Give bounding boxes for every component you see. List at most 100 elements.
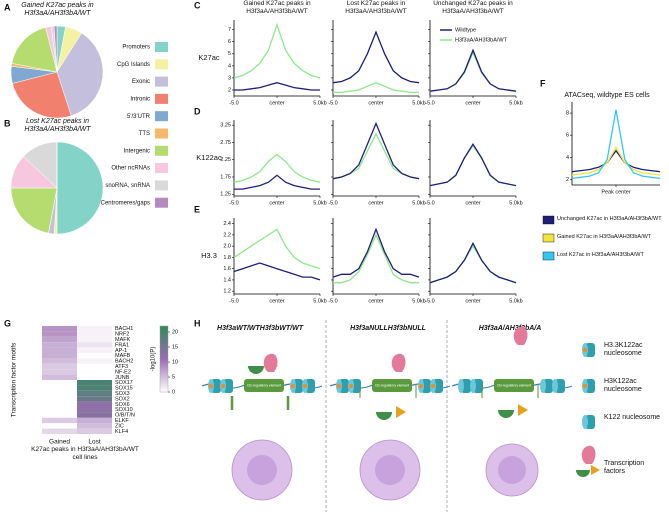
heatmap-cell bbox=[42, 396, 77, 402]
row-label: NF-E2 bbox=[115, 369, 131, 375]
row-label: K122ac bbox=[196, 153, 222, 162]
colorbar-title: -log10(P) bbox=[151, 347, 157, 372]
mark bbox=[582, 383, 588, 389]
row-label: FRA1 bbox=[115, 342, 129, 348]
profile-line bbox=[429, 241, 517, 284]
tf-pink bbox=[513, 326, 528, 345]
mark bbox=[290, 383, 296, 389]
mark bbox=[208, 383, 214, 389]
profile-line bbox=[332, 30, 420, 84]
legend-label: Centromeres/gaps bbox=[101, 200, 150, 206]
nucleus bbox=[247, 455, 277, 485]
heatmap-cell bbox=[42, 326, 77, 332]
x-tick-label: center bbox=[465, 200, 480, 206]
x-tick-label: 5.0kb bbox=[412, 298, 425, 304]
legend-swatch bbox=[542, 251, 555, 261]
row-label: SOX17 bbox=[115, 380, 133, 386]
x-tick-label: center bbox=[368, 298, 383, 304]
heatmap-cell bbox=[42, 428, 77, 434]
profile-line bbox=[571, 149, 661, 173]
row-label: JUNB bbox=[115, 375, 130, 381]
heatmap-cell bbox=[77, 407, 112, 413]
row-label: BACH2 bbox=[115, 359, 133, 365]
element-label: Cis-regulatory element bbox=[375, 383, 409, 387]
nucleus bbox=[498, 456, 526, 484]
x-tick-label: -5.0 bbox=[229, 100, 238, 106]
panel-label: E bbox=[194, 204, 200, 214]
column-title: Gained K27ac peaks in H3f3aA/AH3f3bA/WT bbox=[243, 0, 311, 15]
mark bbox=[336, 383, 342, 389]
heatmap-cell bbox=[42, 347, 77, 353]
heatmap-cell bbox=[77, 326, 112, 332]
tf-green bbox=[248, 366, 264, 374]
legend-label: Wildtype bbox=[455, 27, 476, 33]
tf-pink bbox=[581, 445, 596, 464]
heatmap-cell bbox=[77, 417, 112, 424]
heatmap-cell bbox=[77, 374, 112, 380]
x-tick-label: -5.0 bbox=[425, 298, 434, 304]
heatmap-cell bbox=[77, 423, 112, 429]
legend-label: CpG Islands bbox=[117, 62, 150, 68]
x-tick-label: Peak center bbox=[601, 189, 631, 195]
colorbar-tick-label: 20 bbox=[172, 329, 178, 335]
colorbar-tick-label: 0 bbox=[172, 389, 175, 395]
y-tick-label: 3.25 bbox=[220, 123, 231, 129]
pie-slice bbox=[11, 27, 58, 73]
heatmap-cell bbox=[77, 401, 112, 407]
profile-line bbox=[571, 146, 661, 176]
y-tick-label: 1.4 bbox=[223, 277, 231, 283]
profile-line bbox=[234, 174, 320, 190]
row-label: SOX15 bbox=[115, 386, 133, 392]
heatmap-cell bbox=[77, 428, 112, 434]
tf-orange bbox=[396, 406, 406, 418]
element-label: Cis-regulatory element bbox=[497, 383, 531, 387]
heatmap-cell bbox=[42, 353, 77, 359]
row-label: ATF3 bbox=[115, 364, 128, 370]
nucleosome-top bbox=[470, 379, 476, 393]
y-tick-label: 1.2 bbox=[223, 289, 231, 295]
legend-swatch bbox=[542, 233, 555, 243]
heatmap-cell bbox=[77, 347, 112, 353]
profile-line bbox=[429, 50, 517, 92]
panel-label: D bbox=[194, 106, 201, 116]
heatmap-cell bbox=[42, 385, 77, 391]
legend-label: Intergenic bbox=[124, 148, 150, 154]
colorbar-tick-label: 15 bbox=[172, 344, 178, 350]
legend-swatch bbox=[155, 76, 168, 87]
legend-label: Exonic bbox=[132, 79, 150, 85]
panel-label: A bbox=[4, 2, 11, 12]
y-tick-label: 6 bbox=[228, 39, 231, 45]
y-tick-label: 7 bbox=[228, 27, 231, 33]
heatmap-cell bbox=[77, 369, 112, 375]
legend-swatch bbox=[155, 180, 168, 191]
y-tick-label: 2.2 bbox=[223, 232, 231, 238]
pie-slice bbox=[53, 25, 58, 73]
x-tick-label: center bbox=[465, 100, 480, 106]
nucleosome-top bbox=[458, 379, 464, 393]
tf-orange bbox=[518, 404, 528, 416]
x-tick-label: 5.0kb bbox=[313, 298, 326, 304]
heatmap-cell bbox=[42, 412, 77, 418]
mark bbox=[430, 383, 436, 389]
x-tick-label: -5.0 bbox=[328, 200, 337, 206]
x-tick-label: 5.0kb bbox=[509, 298, 522, 304]
y-tick-label: 8 bbox=[566, 111, 569, 117]
legend-swatch bbox=[155, 145, 168, 156]
heatmap-cell bbox=[42, 358, 77, 364]
heatmap-cell bbox=[42, 342, 77, 348]
y-tick-label: 1.6 bbox=[223, 266, 231, 272]
legend-label: H3.3K122ac nucleosome bbox=[604, 342, 643, 357]
legend-swatch bbox=[542, 215, 555, 225]
legend-label: rRNA, snoRNA, snRNA bbox=[87, 183, 150, 189]
row-label: SOX2 bbox=[115, 396, 130, 402]
heatmap-cell bbox=[77, 412, 112, 418]
pie-slice bbox=[12, 71, 72, 119]
profile-line bbox=[233, 228, 321, 270]
profile-line bbox=[332, 132, 420, 180]
legend-label: Transcription factors bbox=[604, 460, 645, 475]
legend-swatch bbox=[155, 128, 168, 139]
heatmap-cell bbox=[42, 401, 77, 407]
row-label: ELKF bbox=[115, 418, 129, 424]
legend-swatch bbox=[155, 42, 168, 52]
tf-green bbox=[376, 412, 392, 420]
